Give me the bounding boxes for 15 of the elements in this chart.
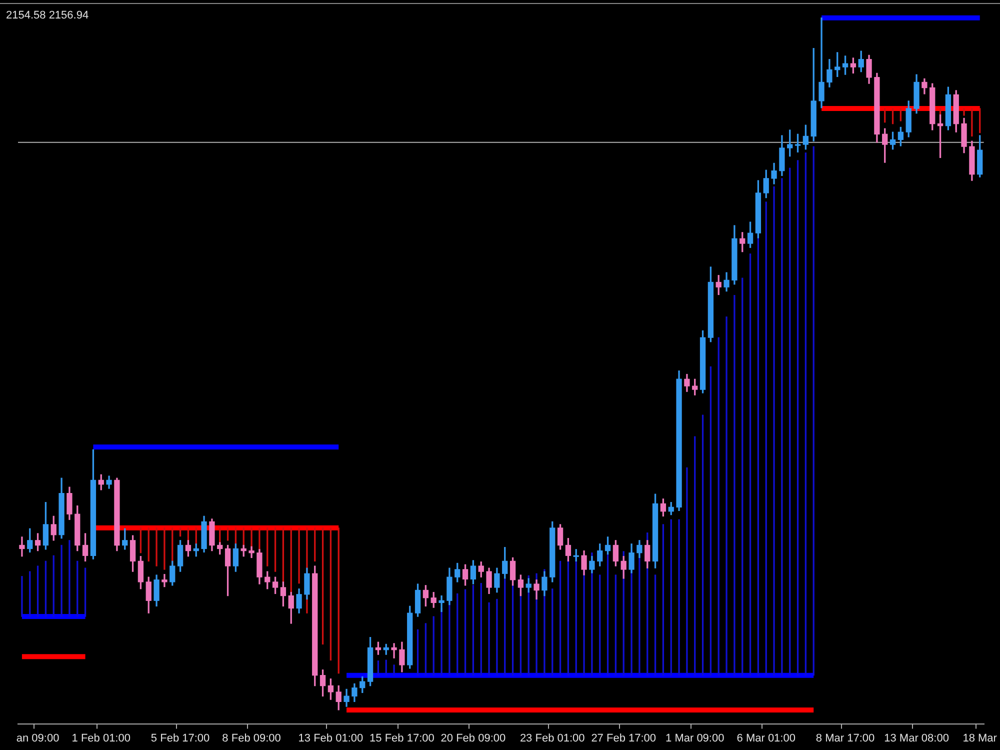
x-tick-label: 20 Feb 09:00 <box>440 732 506 744</box>
annotation: 2154.58 2156.94 <box>6 10 89 22</box>
x-tick-label: 27 Feb 17:00 <box>591 732 656 744</box>
x-tick-label: 15 Feb 17:00 <box>370 732 434 744</box>
x-tick-label: 18 Mar <box>962 732 998 744</box>
x-tick-label: 6 Mar 01:00 <box>736 732 796 744</box>
x-tick-label: 8 Feb 09:00 <box>222 732 281 744</box>
x-tick-label: 8 Mar 17:00 <box>816 732 875 744</box>
x-tick-label: 13 Mar 08:00 <box>884 732 949 744</box>
x-tick-label: 23 Feb 01:00 <box>520 732 585 744</box>
x-tick-label: 13 Feb 01:00 <box>298 732 364 744</box>
x-tick-label: an 09:00 <box>16 732 60 744</box>
x-tick-label: 5 Feb 17:00 <box>150 732 210 744</box>
x-tick-label: 1 Feb 01:00 <box>72 732 130 744</box>
x-tick-label: 1 Mar 09:00 <box>666 732 724 744</box>
